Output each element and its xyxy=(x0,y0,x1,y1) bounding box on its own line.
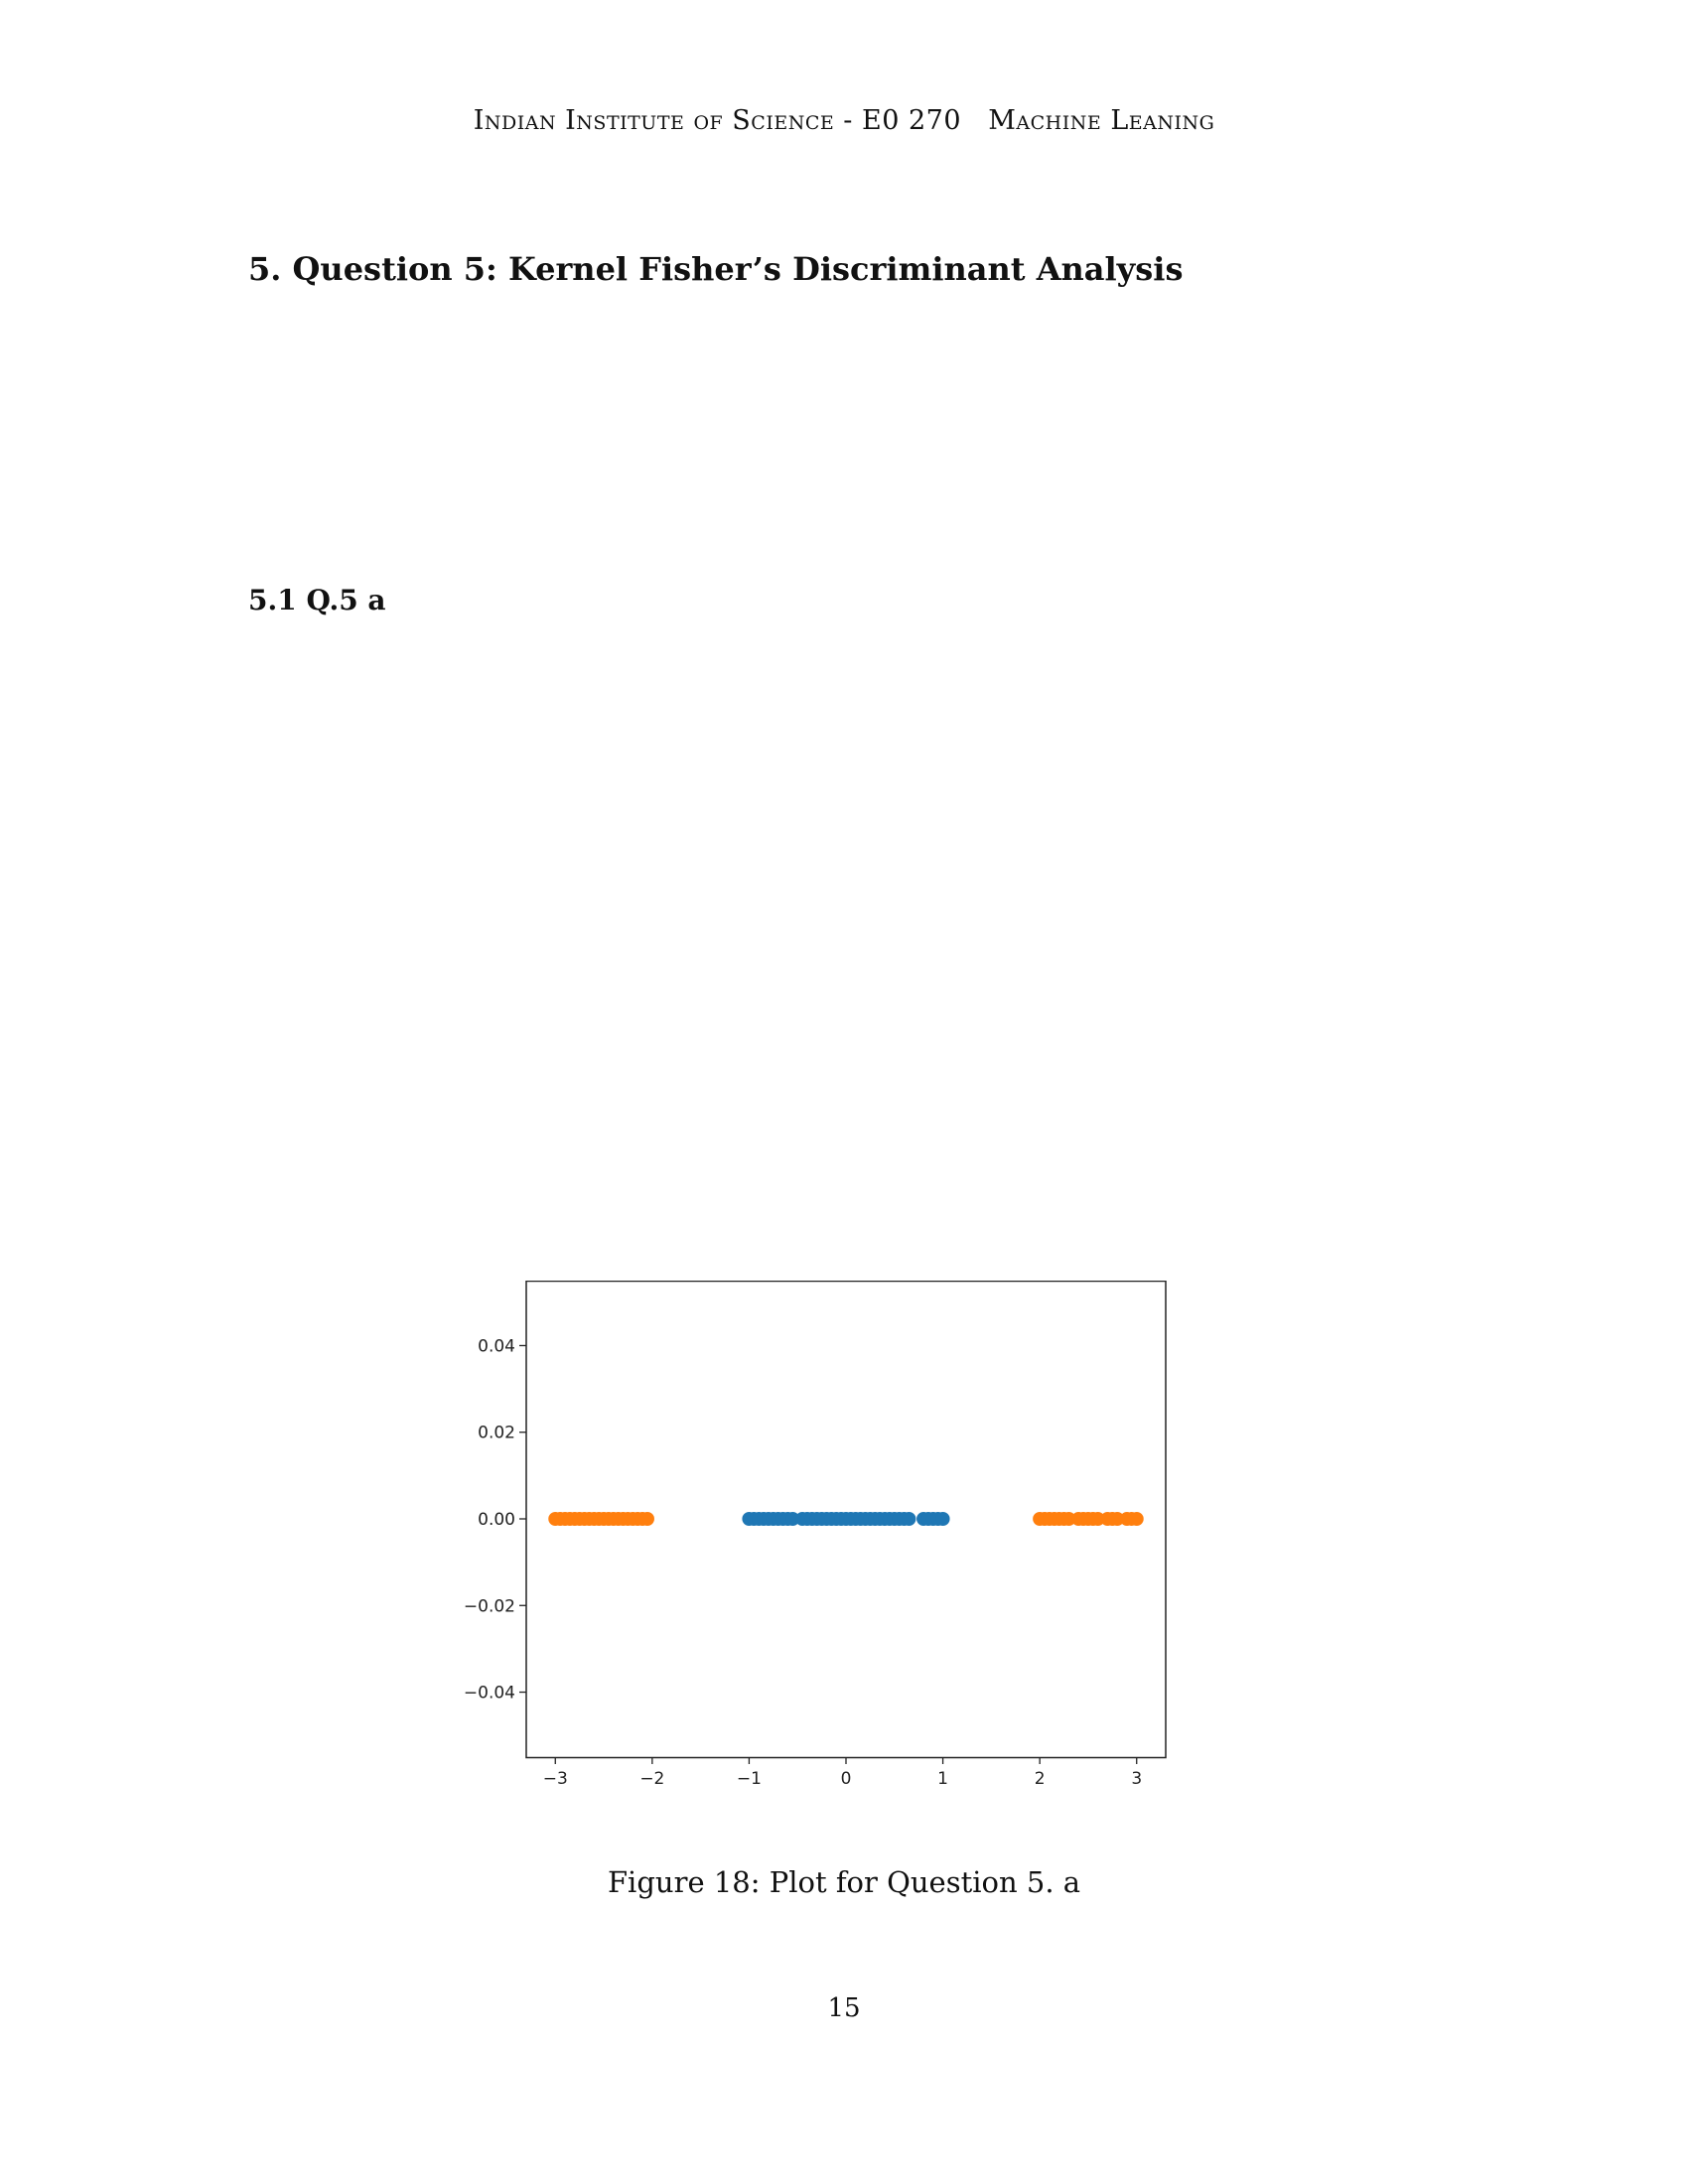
x-tick-label: 0 xyxy=(841,1769,852,1789)
data-point xyxy=(639,1512,654,1526)
header-right: Machine Leaning xyxy=(988,105,1215,136)
data-point xyxy=(935,1512,950,1526)
section-title: 5. Question 5: Kernel Fisher’s Discrimin… xyxy=(248,250,1184,288)
x-tick-label: 1 xyxy=(937,1769,948,1789)
y-tick-label: 0.04 xyxy=(478,1336,515,1356)
data-point xyxy=(1061,1512,1076,1526)
x-tick-label: 3 xyxy=(1131,1769,1142,1789)
x-tick-label: −2 xyxy=(639,1769,664,1789)
y-tick-label: −0.02 xyxy=(464,1596,515,1616)
y-tick-label: 0.02 xyxy=(478,1424,515,1443)
y-tick-label: 0.00 xyxy=(478,1510,515,1530)
y-tick-label: −0.04 xyxy=(464,1684,515,1704)
figure-scatter-plot: −3 −2 −1 0 1 2 3 0.04 0.02 0.00 −0.02 −0.04 xyxy=(447,1281,1192,1817)
subsection-title: 5.1 Q.5 a xyxy=(248,584,386,616)
data-point xyxy=(785,1512,800,1526)
x-tick-label: −1 xyxy=(737,1769,762,1789)
page-number: 15 xyxy=(827,1993,861,2023)
figure-caption: Figure 18: Plot for Question 5. a xyxy=(607,1865,1081,1899)
scatter-chart: −3 −2 −1 0 1 2 3 0.04 0.02 0.00 −0.02 −0.04 xyxy=(464,1281,1167,1789)
data-point xyxy=(1129,1512,1144,1526)
running-header: Indian Institute of Science - E0 270 Mac… xyxy=(0,105,1688,136)
header-left: Indian Institute of Science - E0 270 xyxy=(473,105,962,136)
x-tick-label: −3 xyxy=(543,1769,568,1789)
data-point xyxy=(1090,1512,1105,1526)
data-point xyxy=(902,1512,916,1526)
x-tick-label: 2 xyxy=(1035,1769,1046,1789)
data-point xyxy=(1110,1512,1125,1526)
